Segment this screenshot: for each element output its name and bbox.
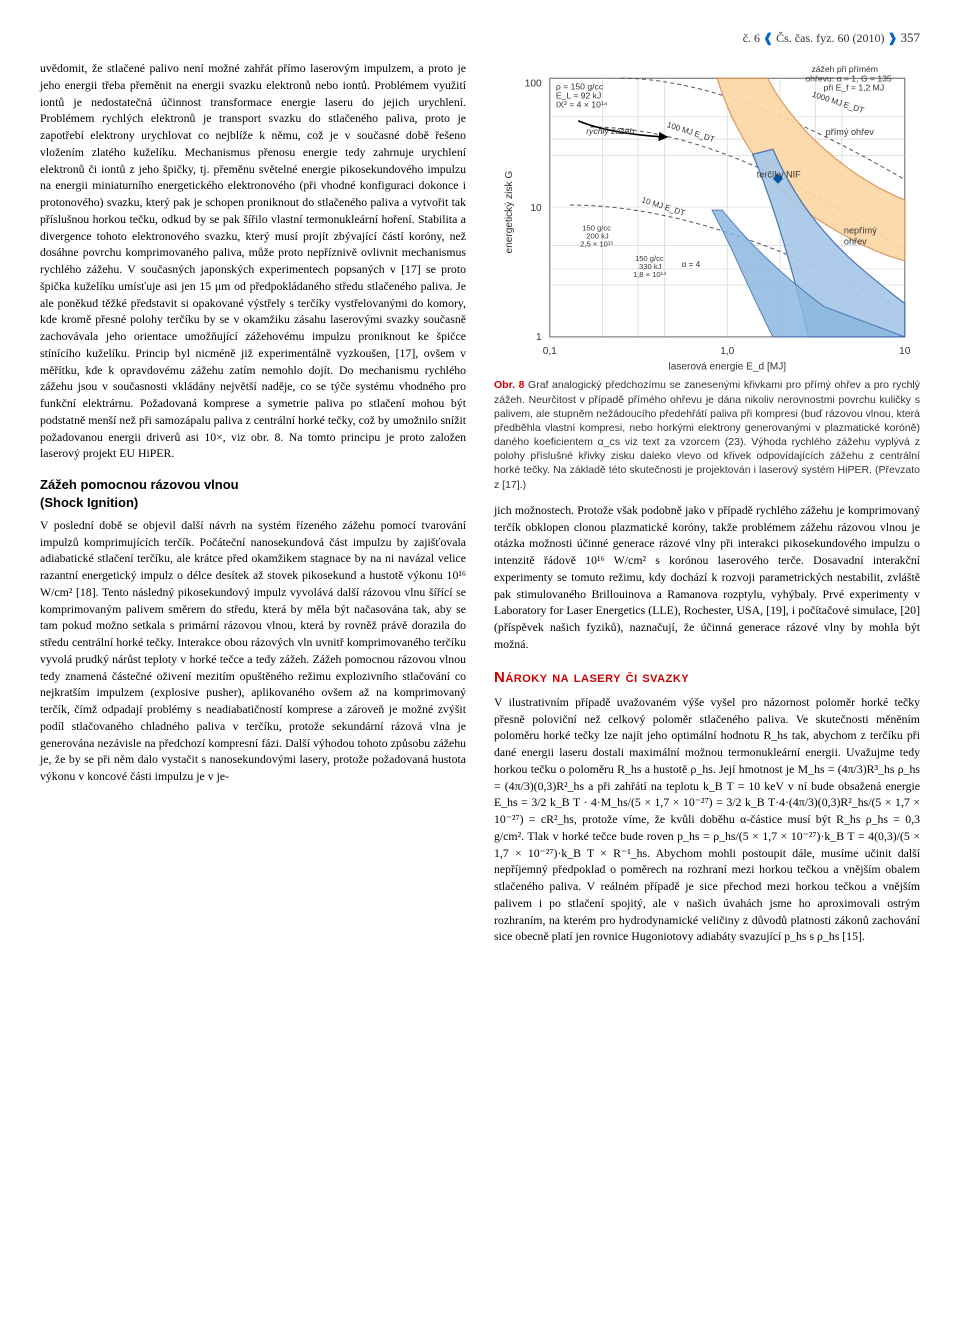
header-page: 357 bbox=[901, 30, 921, 45]
svg-text:přímý ohřev: přímý ohřev bbox=[826, 127, 875, 137]
svg-text:ohřev: ohřev bbox=[844, 237, 867, 247]
svg-text:2,5 × 10¹⁵: 2,5 × 10¹⁵ bbox=[580, 240, 613, 249]
svg-text:1,0: 1,0 bbox=[720, 346, 734, 357]
right-column: ρ = 150 g/cc E_L = 92 kJ IX² = 4 × 10¹⁴ … bbox=[494, 60, 920, 945]
left-column: uvědomit, že stlačené palivo není možné … bbox=[40, 60, 466, 945]
svg-text:1,8 × 10¹⁴: 1,8 × 10¹⁴ bbox=[633, 270, 666, 279]
figure-8-chart: ρ = 150 g/cc E_L = 92 kJ IX² = 4 × 10¹⁴ … bbox=[494, 60, 920, 374]
shock-ignition-heading: Zážeh pomocnou rázovou vlnou (Shock Igni… bbox=[40, 476, 466, 513]
chart-xlabel: laserová energie E_d [MJ] bbox=[668, 361, 786, 372]
section-heading: Nároky na lasery či svazky bbox=[494, 667, 920, 688]
svg-text:1: 1 bbox=[536, 332, 542, 343]
right-para-1: jich možnostech. Protože však podobně ja… bbox=[494, 502, 920, 653]
left-para-1: uvědomit, že stlačené palivo není možné … bbox=[40, 60, 466, 462]
svg-text:100: 100 bbox=[525, 78, 542, 89]
page-header: č. 6 ❰ Čs. čas. fyz. 60 (2010) ❱ 357 bbox=[40, 30, 920, 46]
chart-ylabel: energetický zisk G bbox=[504, 171, 515, 254]
svg-text:terčíky NIF: terčíky NIF bbox=[757, 170, 801, 180]
svg-text:nepřímý: nepřímý bbox=[844, 225, 877, 235]
header-prefix: č. 6 bbox=[743, 31, 760, 45]
header-journal: Čs. čas. fyz. 60 (2010) bbox=[776, 31, 884, 45]
subhead-main: Zážeh pomocnou rázovou vlnou bbox=[40, 477, 239, 492]
figure-8: ρ = 150 g/cc E_L = 92 kJ IX² = 4 × 10¹⁴ … bbox=[494, 60, 920, 492]
header-bracket-left: ❰ bbox=[763, 31, 773, 45]
header-bracket-right: ❱ bbox=[887, 31, 897, 45]
svg-text:IX² = 4 × 10¹⁴: IX² = 4 × 10¹⁴ bbox=[556, 100, 608, 110]
subhead-sub: (Shock Ignition) bbox=[40, 494, 466, 512]
svg-text:10: 10 bbox=[530, 203, 542, 214]
svg-text:rychlý zážeh: rychlý zážeh bbox=[586, 126, 634, 136]
svg-text:0,1: 0,1 bbox=[543, 346, 557, 357]
caption-number: Obr. 8 bbox=[494, 379, 524, 391]
caption-text: Graf analogický předchozímu se zaneseným… bbox=[494, 379, 920, 490]
svg-text:α = 4: α = 4 bbox=[682, 260, 701, 269]
svg-text:při E_f = 1,2 MJ: při E_f = 1,2 MJ bbox=[824, 82, 885, 92]
right-para-2: V ilustrativním případě uvažovaném výše … bbox=[494, 694, 920, 945]
two-column-layout: uvědomit, že stlačené palivo není možné … bbox=[40, 60, 920, 945]
left-para-2: V poslední době se objevil další návrh n… bbox=[40, 517, 466, 785]
svg-text:10: 10 bbox=[899, 346, 911, 357]
figure-8-caption: Obr. 8 Graf analogický předchozímu se za… bbox=[494, 378, 920, 491]
